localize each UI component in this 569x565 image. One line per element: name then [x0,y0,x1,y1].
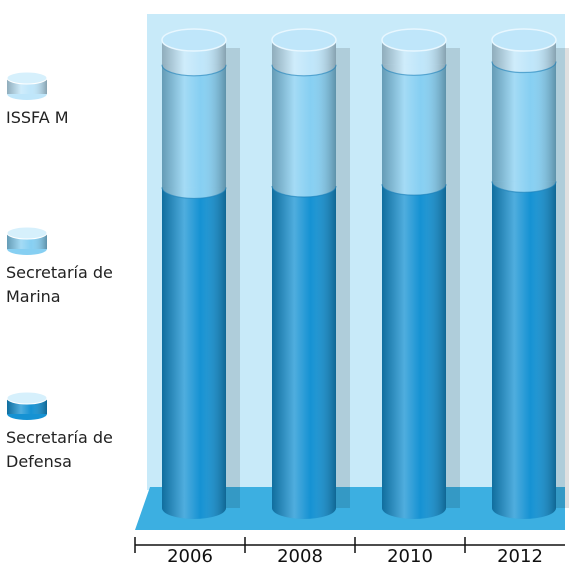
x-tick-label: 2006 [167,546,213,565]
cylinder-segment [162,187,226,519]
segment-edge [381,64,447,76]
legend-label: Secretaría de Defensa [6,428,113,471]
segment-edge [381,184,447,196]
segment-edge [271,64,337,77]
segment-shade [162,187,226,509]
segment-shade-bottom [382,184,446,196]
cylinder-segment [382,184,446,519]
cylinder-segment [381,64,447,196]
segment-shade-bottom [272,186,336,198]
segment-shade-bottom [162,508,226,519]
cylinder-top [491,28,557,52]
legend-icon [6,71,48,100]
segment-edge [491,61,557,74]
cylinder-top [161,28,227,52]
cylinder-segment [272,186,336,519]
segment-shade [382,64,446,185]
segment-edge [491,181,557,193]
segment-shade [382,184,446,509]
legend-icon [6,391,48,420]
x-tick-label: 2010 [387,546,433,565]
segment-shade [272,64,336,187]
x-tick-label: 2012 [497,546,543,565]
cylinder-segment [271,64,337,198]
segment-shade [492,61,556,182]
cylinder-segment [492,181,556,519]
segment-shade [272,186,336,509]
segment-edge [161,64,227,77]
segment-shade-bottom [382,508,446,519]
floor [135,487,565,530]
segment-shade-bottom [492,61,556,73]
cylinder-segment [161,64,227,200]
segment-shade [162,64,226,188]
x-tick-label: 2008 [277,546,323,565]
segment-shade-bottom [492,508,556,519]
legend-label: Secretaría de Marina [6,263,113,306]
icon-top [6,71,48,85]
segment-shade-bottom [272,508,336,519]
segment-shade-bottom [162,187,226,199]
legend-icon [6,226,48,255]
icon-top [6,391,48,405]
segment-shade-bottom [492,181,556,193]
cylinder-segment [491,61,557,193]
legend-label: ISSFA M [6,108,69,127]
segment-edge [161,187,227,200]
segment-shade [492,181,556,508]
segment-edge [271,185,337,198]
cylinder-top [381,28,447,52]
cylinder-top [271,28,337,52]
icon-top [6,226,48,240]
segment-shade-bottom [382,64,446,76]
segment-shade-bottom [162,64,226,76]
segment-shade-bottom [272,64,336,76]
